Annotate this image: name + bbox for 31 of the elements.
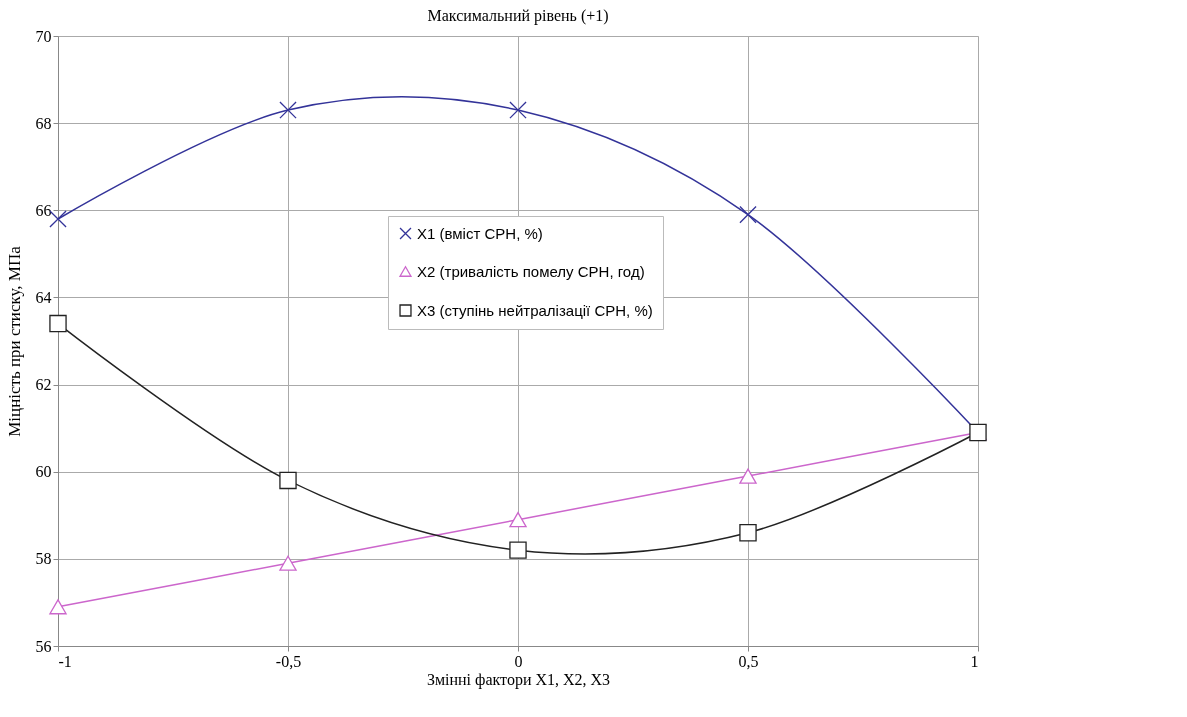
point xyxy=(509,512,527,528)
point xyxy=(49,210,67,228)
point xyxy=(509,541,527,559)
x-tick-label: 0 xyxy=(514,652,523,670)
point xyxy=(739,468,757,484)
point xyxy=(49,314,67,333)
point xyxy=(279,101,297,119)
legend-label: X1 (вміст СРН, %) xyxy=(417,224,543,242)
y-tick-label: 56 xyxy=(35,637,52,655)
y-tick-label: 62 xyxy=(35,376,52,394)
y-tick-label: 64 xyxy=(35,288,52,306)
point xyxy=(739,205,757,224)
point xyxy=(509,101,527,119)
x-tick-label: -1 xyxy=(58,652,72,670)
y-tick-label: 58 xyxy=(35,550,52,568)
legend-label: X2 (тривалість помелу СРН, год) xyxy=(417,262,645,280)
y-axis-title: Міцність при стиску, МПа xyxy=(4,245,24,437)
point xyxy=(279,555,297,571)
point xyxy=(49,599,67,615)
x-tick-label: 0,5 xyxy=(738,652,759,670)
legend-label: X3 (ступінь нейтралізації СРН, %) xyxy=(417,301,653,319)
x-axis-title: Змінні фактори X1, X2, X3 xyxy=(426,670,611,689)
point xyxy=(279,471,297,490)
y-tick-label: 60 xyxy=(35,463,52,481)
x-tick-label: 1 xyxy=(970,652,979,670)
point xyxy=(739,524,757,542)
y-tick-label: 70 xyxy=(35,27,52,45)
chart-title: Максимальний рівень (+1) xyxy=(427,7,609,25)
x-tick-label: -0,5 xyxy=(275,652,302,670)
y-tick-label: 66 xyxy=(35,201,52,219)
y-tick-label: 68 xyxy=(35,114,52,132)
